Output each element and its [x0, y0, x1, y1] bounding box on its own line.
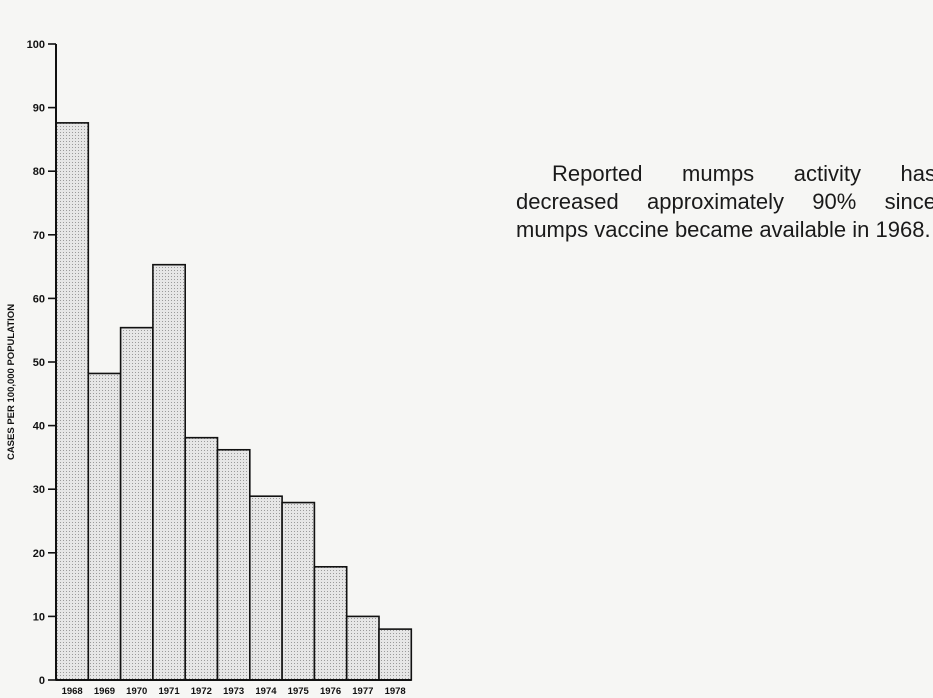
- bar-1973: [216, 448, 251, 681]
- bar-1975: [281, 501, 316, 681]
- bars-layer: [55, 122, 413, 681]
- xtick-label-1972: 1972: [191, 686, 212, 697]
- ytick-label-100: 100: [27, 39, 45, 51]
- bar-1978: [378, 628, 413, 681]
- xtick-label-1973: 1973: [223, 686, 244, 697]
- annotation-note: Reported mumps activity has decreased ap…: [516, 160, 933, 244]
- xtick-label-1976: 1976: [320, 686, 341, 697]
- ytick-label-90: 90: [33, 103, 45, 115]
- xtick-label-1970: 1970: [126, 686, 147, 697]
- ytick-label-30: 30: [33, 484, 45, 496]
- bar-1977: [345, 615, 380, 681]
- xtick-label-1974: 1974: [255, 686, 277, 697]
- ytick-label-0: 0: [39, 675, 45, 687]
- xtick-label-1968: 1968: [62, 686, 83, 697]
- ytick-label-10: 10: [33, 611, 45, 623]
- bar-1969: [87, 372, 122, 681]
- xtick-label-1977: 1977: [352, 686, 373, 697]
- bar-1974: [249, 495, 283, 681]
- xtick-label-1978: 1978: [385, 686, 406, 697]
- x-tick-labels: 1968 1969 1970 1971 1972 1973 1974 1975 1976 1977…: [62, 686, 406, 697]
- y-ticks: 0 10 20 30 40 50 60 70 80 90 100: [27, 39, 56, 687]
- bar-1972: [184, 436, 219, 681]
- annotation-text: Reported mumps activity has decreased ap…: [516, 161, 933, 242]
- xtick-label-1975: 1975: [288, 686, 310, 697]
- y-axis-label: CASES PER 100,000 POPULATION: [6, 304, 17, 460]
- bar-1976: [313, 565, 348, 681]
- ytick-label-20: 20: [33, 548, 45, 560]
- ytick-label-70: 70: [33, 230, 45, 242]
- bar-1968: [55, 122, 90, 681]
- bar-1970: [119, 326, 154, 681]
- ytick-label-40: 40: [33, 421, 45, 433]
- ytick-label-60: 60: [33, 293, 45, 305]
- ytick-label-50: 50: [33, 357, 45, 369]
- xtick-label-1971: 1971: [158, 686, 180, 697]
- ytick-label-80: 80: [33, 166, 45, 178]
- xtick-label-1969: 1969: [94, 686, 115, 697]
- bar-1971: [152, 263, 186, 681]
